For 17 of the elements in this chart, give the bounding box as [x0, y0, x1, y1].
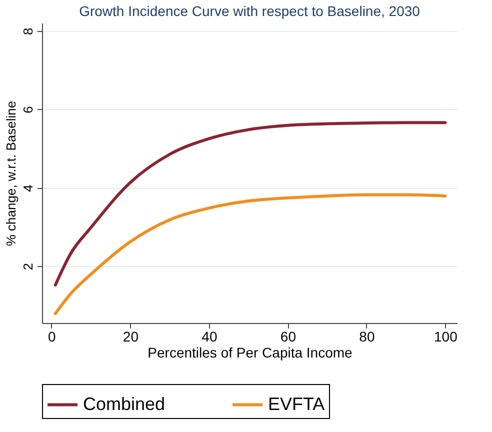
chart-title: Growth Incidence Curve with respect to Baseline, 2030	[79, 3, 420, 19]
x-tick-label: 60	[280, 328, 296, 344]
y-axis-title: % change, w.r.t. Baseline	[4, 100, 18, 246]
y-tick-label: 4	[20, 184, 36, 192]
legend-label: Combined	[83, 394, 166, 414]
x-tick-label: 0	[48, 328, 56, 344]
y-tick-label: 8	[20, 28, 36, 35]
x-tick-label: 100	[434, 328, 458, 344]
legend-label: EVFTA	[268, 394, 325, 414]
line-series	[54, 121, 447, 286]
y-tick-label: 6	[20, 106, 36, 114]
x-tick-label: 80	[359, 328, 375, 344]
x-axis-title: Percentiles of Per Capita Income	[148, 344, 353, 360]
x-tick-label: 20	[122, 328, 139, 344]
y-tick-label: 2	[20, 263, 36, 270]
line-series	[54, 193, 447, 316]
x-tick-label: 40	[202, 328, 218, 344]
